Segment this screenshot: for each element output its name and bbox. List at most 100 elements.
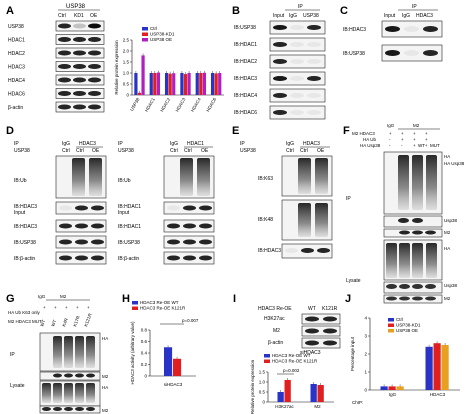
d-left-row-4: IB:USP38 — [14, 240, 36, 246]
f-col-igg: IgG — [387, 123, 395, 128]
f-sign: - — [401, 143, 403, 148]
f-lys-smear — [412, 243, 423, 278]
b-col-1: IgG — [289, 13, 297, 19]
e-row-2: IB:HDAC3 — [258, 248, 281, 254]
d-left-ub-smear — [72, 158, 85, 196]
y-tick-label: 0 — [144, 374, 147, 379]
b-band — [290, 59, 304, 64]
b-blot-strip — [269, 54, 326, 69]
g-ip-smear — [86, 336, 95, 368]
f-side-ip: IP — [346, 196, 351, 202]
f-ip-smear — [398, 155, 409, 210]
i-blot-sub: siHDAC3 — [300, 350, 321, 356]
f-band — [386, 296, 397, 301]
chart-a: 0 0.5 1.0 1.5 2.0 2.5 Relative protein express… — [114, 26, 224, 113]
g-right-label: HA — [102, 385, 108, 390]
d-left-bot-0: Ctrl — [62, 148, 70, 154]
i-header-k121r: K121R — [322, 306, 338, 312]
y-tick-label: 0.8 — [141, 328, 148, 333]
bar — [210, 73, 215, 95]
g-cond-1: M2 HDAC3 MUT — [8, 319, 42, 324]
legend-label: HDAC3 Re-OE WT — [272, 353, 311, 358]
i-blot-strip — [301, 313, 341, 325]
i-band — [305, 340, 319, 346]
b-band — [307, 25, 321, 30]
bar — [134, 73, 138, 95]
c-col-2: HDAC3 — [416, 13, 433, 19]
d-right-band — [183, 205, 196, 211]
e-row-0: IB:K63 — [258, 176, 273, 182]
d-left-ip-0: IP — [14, 141, 19, 147]
x-tick-label: HDAC3 — [430, 392, 446, 397]
c-col-0: Input — [384, 13, 396, 19]
d-right-row-0: IB:Ub — [118, 178, 131, 184]
f-sign: + — [425, 131, 428, 136]
legend-label: HDAC3 Re-OE K121R — [140, 306, 186, 311]
panel-b: B IP Input IgG USP38 IB:USP38 IB:HDAC1 IB:… — [232, 4, 326, 120]
f-ip-smear — [412, 155, 423, 210]
bar — [153, 73, 157, 95]
g-right-label: HA — [102, 336, 108, 341]
d-right-row-2: Input — [118, 210, 130, 216]
a-row-label: β-actin — [8, 105, 23, 111]
a-band — [58, 23, 71, 29]
b-band — [273, 76, 287, 81]
b-band — [290, 76, 304, 81]
d-left-row-0: IB:Ub — [14, 178, 27, 184]
panel-letter-e: E — [232, 125, 239, 137]
f-col-mut: MUT — [430, 143, 440, 148]
e-bot-2: OE — [317, 148, 325, 154]
g-band — [64, 373, 73, 378]
g-col-m2: M2 — [60, 294, 67, 299]
y-tick-label: 0.6 — [141, 339, 148, 344]
f-right-label: HA — [444, 154, 450, 159]
a-band — [88, 37, 101, 42]
d-left-band — [59, 239, 72, 245]
g-lys-smear — [75, 383, 84, 403]
d-left-bot-2: OE — [92, 148, 100, 154]
e-band — [317, 248, 330, 253]
b-band — [273, 93, 287, 98]
f-band — [398, 218, 409, 223]
a-band — [88, 64, 101, 69]
y-tick-label: 2 — [364, 352, 367, 357]
d-right-ub-smear — [197, 158, 210, 196]
d-left-band — [91, 223, 104, 229]
a-band — [58, 37, 71, 42]
y-tick-label: 2.5 — [123, 38, 130, 43]
d-right-row-1: IB:HDAC1 — [118, 204, 141, 210]
c-band — [385, 26, 400, 32]
y-tick-label: 0.2 — [141, 362, 148, 367]
d-right-row-5: IB:β-actin — [118, 256, 139, 262]
a-band — [58, 77, 71, 83]
bar — [172, 73, 176, 95]
chart-i: 0 0.5 1.0 1.5 Relative protein expression H3K… — [250, 353, 334, 414]
f-side-lysate: Lysate — [346, 278, 361, 284]
bar — [180, 73, 184, 95]
b-band — [307, 76, 321, 81]
i-row-1: M2 — [273, 328, 280, 334]
y-axis-label: Relative protein expression — [250, 359, 255, 414]
chart-j: 0 1 2 3 4 Percentage input IgG HDAC3 CtrlUSP38-K… — [350, 316, 460, 405]
bar — [187, 73, 191, 95]
f-right-label: Usp38 — [444, 218, 458, 223]
c-band — [423, 26, 438, 32]
a-band — [88, 77, 101, 83]
b-col-2: USP38 — [303, 13, 319, 19]
bar — [137, 92, 142, 95]
d-right-ip-0: IP — [118, 141, 123, 147]
panel-f: F IgG M2 M2 HDAC3 HA Ub HA Usp38 WT MUT … — [343, 123, 465, 304]
g-band — [86, 373, 95, 378]
b-band — [307, 42, 321, 47]
b-band — [273, 25, 287, 30]
f-sign: + — [413, 143, 416, 148]
d-right-row-3: IB:HDAC1 — [118, 224, 141, 230]
panel-e: E IP USP38 IgG HDAC3 Ctrl Ctrl OE IB:K63… — [232, 125, 333, 259]
d-right-band — [183, 223, 196, 229]
y-tick-label: 1.0 — [123, 71, 130, 76]
y-axis-label: Percentage input — [350, 336, 355, 371]
a-row-label: HDAC2 — [8, 51, 25, 57]
g-lys-smear — [86, 383, 95, 403]
bar — [218, 73, 222, 95]
